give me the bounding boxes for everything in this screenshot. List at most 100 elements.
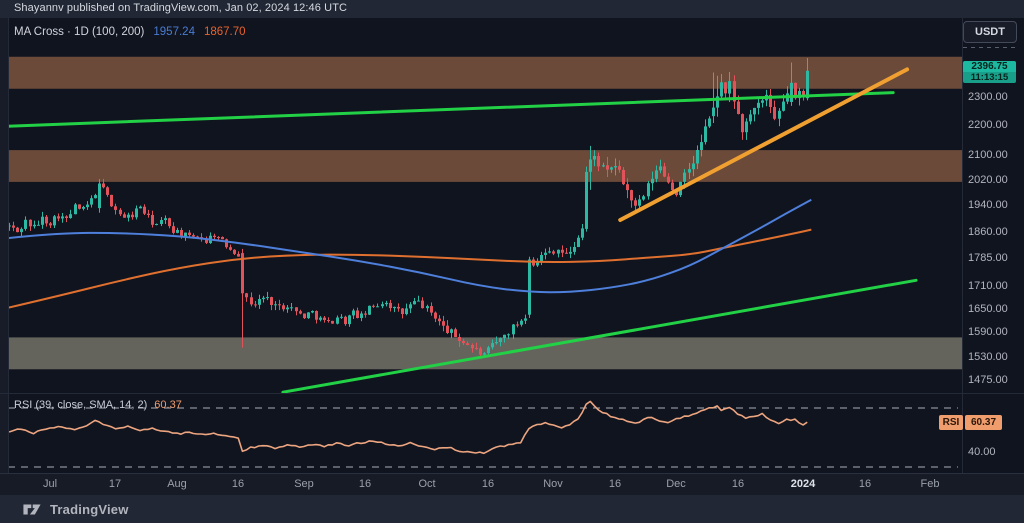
time-scale-label-year: 2024 <box>790 478 816 490</box>
candle-body <box>356 310 359 318</box>
candle-body <box>569 251 572 254</box>
candle-body <box>544 252 547 255</box>
time-scale-label: 16 <box>358 478 372 490</box>
candle-body <box>806 70 809 99</box>
candle-body <box>724 82 727 94</box>
candle-body <box>327 320 330 321</box>
candle-body <box>561 249 564 253</box>
candle-body <box>114 206 117 210</box>
candle-body <box>401 308 404 314</box>
candle-body <box>442 321 445 326</box>
candle-body <box>8 225 11 227</box>
candle-body <box>503 334 506 339</box>
candle-wick <box>754 107 755 122</box>
candle-wick <box>476 342 477 350</box>
candle-body <box>426 306 429 309</box>
candle-body <box>311 311 314 313</box>
price-scale[interactable]: 2300.00 2200.00 2100.00 2020.00 1940.00 1860.… <box>962 18 1024 473</box>
candle-wick <box>635 197 636 214</box>
candle-body <box>573 247 576 252</box>
candle-body <box>773 107 776 119</box>
candle-body <box>315 311 318 320</box>
candle-wick <box>34 220 35 229</box>
bar-countdown: 11:13:15 <box>963 72 1016 83</box>
candle-body <box>458 337 461 341</box>
candle-body <box>372 305 375 307</box>
candle-body <box>344 316 347 325</box>
candle-body <box>798 91 801 99</box>
candle-wick <box>377 303 378 308</box>
candle-body <box>45 216 48 224</box>
candle-body <box>618 166 621 170</box>
candle-wick <box>713 72 714 123</box>
time-scale-label: Dec <box>666 478 686 490</box>
candle-body <box>450 329 453 333</box>
candle-wick <box>508 333 509 340</box>
candle-wick <box>717 75 718 117</box>
resistance-zone-mid <box>8 150 962 182</box>
candle-body <box>49 223 52 226</box>
candle-body <box>483 353 486 355</box>
candle-body <box>233 249 236 254</box>
rsi-badge-label: RSI <box>939 415 963 430</box>
tradingview-brand-text: TradingView <box>50 501 129 517</box>
candle-body <box>57 216 60 219</box>
published-attribution: Shayannv published on TradingView.com, J… <box>14 2 348 14</box>
resistance-zone-upper <box>8 56 962 89</box>
candle-body <box>29 219 32 227</box>
candle-body <box>512 324 515 335</box>
candle-body <box>737 101 740 114</box>
candle-body <box>421 300 424 309</box>
last-price-badge: 2396.75 11:13:15 <box>963 61 1016 83</box>
candle-body <box>745 121 748 133</box>
candle-body <box>626 184 629 191</box>
candle-body <box>778 110 781 119</box>
candle-body <box>74 204 77 215</box>
candle-body <box>368 305 371 315</box>
candle-body <box>348 315 351 325</box>
candle-body <box>466 343 469 345</box>
candle-wick <box>296 307 297 316</box>
candle-body <box>716 96 719 108</box>
candle-body <box>708 118 711 127</box>
candle-body <box>696 150 699 164</box>
candle-wick <box>341 314 342 319</box>
candle-body <box>471 345 474 349</box>
candle-body <box>352 310 355 316</box>
candle-body <box>741 114 744 133</box>
ma200-value: 1867.70 <box>203 26 246 38</box>
candle-body <box>602 165 605 167</box>
price-scale-label: 1785.00 <box>968 252 1008 264</box>
candle-wick <box>496 336 497 345</box>
candle-body <box>688 169 691 173</box>
candle-body <box>250 297 253 305</box>
candle-body <box>557 249 560 254</box>
candle-body <box>671 182 674 190</box>
candle-body <box>106 187 109 195</box>
candle-body <box>757 102 760 108</box>
orange-trendline <box>618 67 910 222</box>
candle-body <box>90 198 93 205</box>
candle-body <box>381 304 384 307</box>
price-scale-label: 1940.00 <box>968 199 1008 211</box>
candle-wick <box>517 321 518 328</box>
candle-body <box>217 237 220 238</box>
currency-toggle-button[interactable]: USDT <box>963 21 1017 43</box>
candle-body <box>16 227 19 233</box>
candle-body <box>475 348 478 350</box>
tradingview-logo-icon <box>22 502 42 517</box>
candle-body <box>151 215 154 225</box>
candle-body <box>319 317 322 320</box>
candle-body <box>446 325 449 333</box>
time-scale[interactable]: Jul 17 Aug 16 Sep 16 Oct 16 Nov 16 Dec 16 2024 16 Feb <box>0 473 1024 495</box>
candle-body <box>282 305 285 310</box>
candle-body <box>659 166 662 171</box>
candle-wick <box>611 166 612 173</box>
candle-body <box>683 172 686 182</box>
rsi-legend-title: RSI (39, close, SMA, 14, 2) <box>14 399 148 411</box>
candle-body <box>376 306 379 308</box>
candle-body <box>507 334 510 336</box>
rsi-line <box>8 400 808 455</box>
candle-body <box>704 126 707 143</box>
